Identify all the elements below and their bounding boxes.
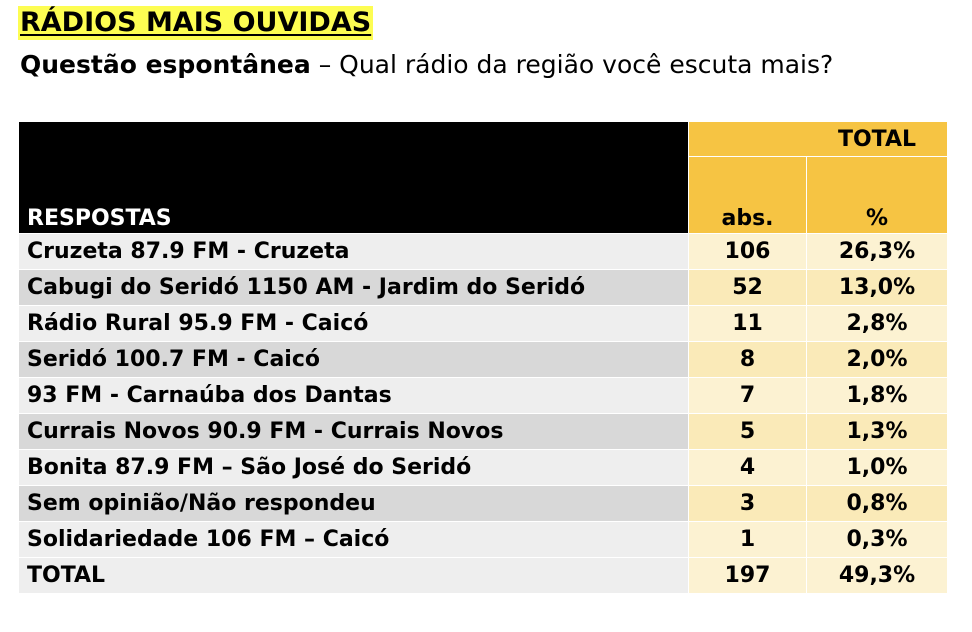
row-pct: 1,3%	[806, 413, 948, 450]
row-abs: 106	[688, 233, 807, 270]
header-total-label: TOTAL	[837, 126, 917, 152]
table-row: Sem opinião/Não respondeu 3 0,8%	[18, 485, 948, 522]
row-abs: 7	[688, 377, 807, 414]
row-abs: 1	[688, 521, 807, 558]
table-row: Seridó 100.7 FM - Caicó 8 2,0%	[18, 341, 948, 378]
row-pct: 2,8%	[806, 305, 948, 342]
row-label: Rádio Rural 95.9 FM - Caicó	[18, 305, 689, 342]
header-pct: %	[806, 156, 948, 234]
table-row: Currais Novos 90.9 FM - Currais Novos 5 1,…	[18, 413, 948, 450]
row-abs: 52	[688, 269, 807, 306]
row-pct: 1,8%	[806, 377, 948, 414]
table-row: Cruzeta 87.9 FM - Cruzeta 106 26,3%	[18, 233, 948, 270]
row-label: Solidariedade 106 FM – Caicó	[18, 521, 689, 558]
row-pct: 2,0%	[806, 341, 948, 378]
results-table: RESPOSTAS TOTAL abs. % Cruzeta 87.9 FM -…	[18, 121, 948, 594]
row-abs: 4	[688, 449, 807, 486]
row-pct: 0,8%	[806, 485, 948, 522]
total-abs: 197	[688, 557, 807, 594]
header-total: TOTAL	[688, 121, 948, 157]
page-title: RÁDIOS MAIS OUVIDAS	[18, 6, 374, 40]
row-label: Bonita 87.9 FM – São José do Seridó	[18, 449, 689, 486]
header-responses: RESPOSTAS	[18, 121, 689, 234]
row-label: Cruzeta 87.9 FM - Cruzeta	[18, 233, 689, 270]
table-row: Bonita 87.9 FM – São José do Seridó 4 1,0%	[18, 449, 948, 486]
total-label: TOTAL	[18, 557, 689, 594]
row-abs: 3	[688, 485, 807, 522]
row-pct: 13,0%	[806, 269, 948, 306]
table-row: Rádio Rural 95.9 FM - Caicó 11 2,8%	[18, 305, 948, 342]
table-row: 93 FM - Carnaúba dos Dantas 7 1,8%	[18, 377, 948, 414]
table-row: Solidariedade 106 FM – Caicó 1 0,3%	[18, 521, 948, 558]
row-abs: 8	[688, 341, 807, 378]
table-row: Cabugi do Seridó 1150 AM - Jardim do Ser…	[18, 269, 948, 306]
row-pct: 0,3%	[806, 521, 948, 558]
question-type: Questão espontânea	[20, 50, 311, 79]
total-pct: 49,3%	[806, 557, 948, 594]
question-text: – Qual rádio da região você escuta mais?	[310, 50, 834, 79]
table-body: Cruzeta 87.9 FM - Cruzeta 106 26,3% Cabugi …	[18, 233, 948, 558]
header-abs: abs.	[688, 156, 807, 234]
row-label: Sem opinião/Não respondeu	[18, 485, 689, 522]
row-abs: 11	[688, 305, 807, 342]
row-label: Currais Novos 90.9 FM - Currais Novos	[18, 413, 689, 450]
row-label: Seridó 100.7 FM - Caicó	[18, 341, 689, 378]
row-abs: 5	[688, 413, 807, 450]
total-row: TOTAL 197 49,3%	[18, 557, 948, 594]
row-label: Cabugi do Seridó 1150 AM - Jardim do Ser…	[18, 269, 689, 306]
row-pct: 1,0%	[806, 449, 948, 486]
row-pct: 26,3%	[806, 233, 948, 270]
question-subtitle: Questão espontânea – Qual rádio da regiã…	[20, 48, 833, 82]
row-label: 93 FM - Carnaúba dos Dantas	[18, 377, 689, 414]
